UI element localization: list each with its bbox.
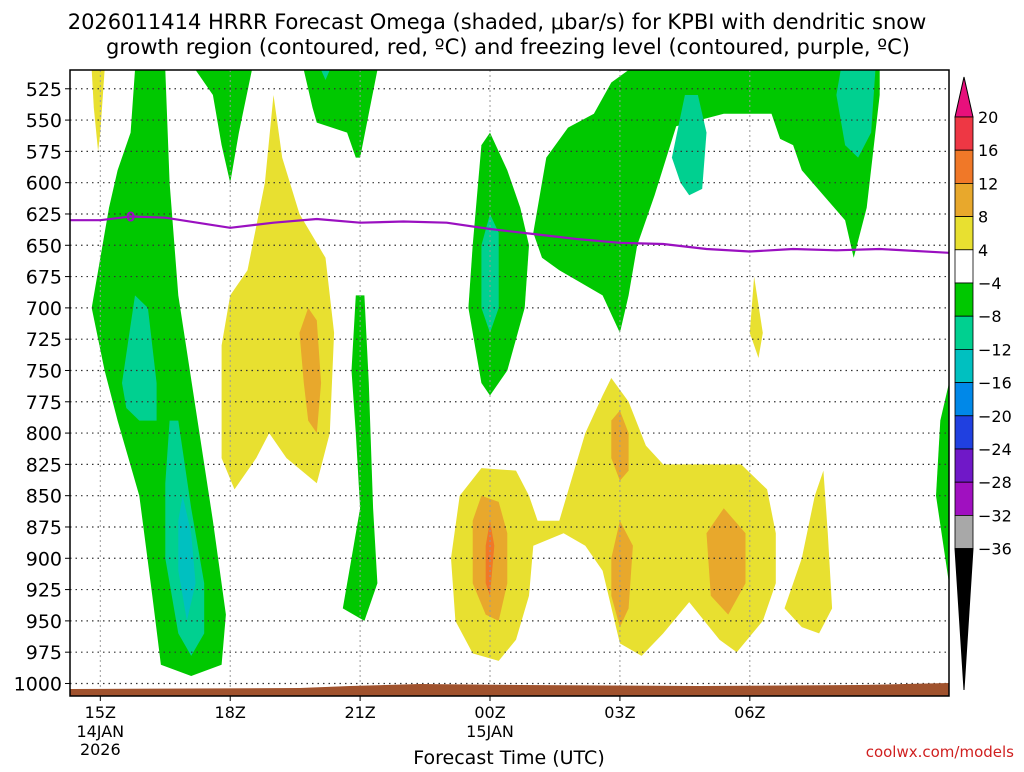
colorbar-box-5 xyxy=(954,282,974,317)
colorbar-label-3: 8 xyxy=(978,208,988,227)
freezing-level-line xyxy=(70,215,949,254)
x-tick-sublabel-14JAN: 14JAN xyxy=(76,722,124,741)
x-tick-label-06Z: 06Z xyxy=(734,703,765,722)
x-tick-label-18Z: 18Z xyxy=(215,703,246,722)
shade-sink-lower-right xyxy=(451,378,776,661)
freezing-level: 0 xyxy=(70,210,949,254)
y-tick-label-625: 625 xyxy=(26,204,62,226)
y-axis: 525 550 575 600 625 650 675 700 725 750 775 800 825 8… xyxy=(14,79,70,695)
x-tick-label-15Z: 15Z xyxy=(85,703,116,722)
colorbar-label-13: −36 xyxy=(978,540,1012,559)
y-tick-label-700: 700 xyxy=(26,298,62,320)
shade-sink-max-00z xyxy=(485,520,495,596)
colorbar-box-11 xyxy=(954,481,974,516)
grid-lines xyxy=(70,70,949,696)
y-tick-label-825: 825 xyxy=(26,454,62,476)
colorbar-label-12: −32 xyxy=(978,506,1012,525)
colorbar-box-0 xyxy=(954,116,974,151)
shade-sink-small-07z xyxy=(784,470,833,634)
shade-sink-core-05z xyxy=(706,508,746,615)
colorbar-label-1: 16 xyxy=(978,141,998,160)
y-tick-label-900: 900 xyxy=(26,548,62,570)
y-tick-label-1000: 1000 xyxy=(14,673,62,695)
colorbar-label-6: −8 xyxy=(978,307,1002,326)
colorbar-box-10 xyxy=(954,448,974,483)
colorbar-box-9 xyxy=(954,415,974,450)
colorbar-top-triangle xyxy=(954,76,974,118)
y-tick-label-725: 725 xyxy=(26,329,62,351)
y-tick-label-800: 800 xyxy=(26,423,62,445)
colorbar-label-2: 12 xyxy=(978,174,998,193)
shade-ascent-core-00z xyxy=(481,214,499,333)
colorbar-box-4 xyxy=(954,249,974,284)
colorbar-label-0: 20 xyxy=(978,108,998,127)
colorbar-bottom-triangle xyxy=(954,548,974,691)
y-tick-label-525: 525 xyxy=(26,79,62,101)
shade-sink-top-left xyxy=(91,70,105,152)
x-axis-label: Forecast Time (UTC) xyxy=(413,747,604,768)
freezing-level-label: 0 xyxy=(126,210,135,225)
ground-fill xyxy=(70,683,949,696)
colorbar-box-12 xyxy=(954,515,974,550)
shade-sink-19z-core xyxy=(299,307,322,434)
shade-ascent-band-right xyxy=(533,70,880,333)
colorbar-box-2 xyxy=(954,182,974,217)
y-tick-label-600: 600 xyxy=(26,173,62,195)
watermark: coolwx.com/models xyxy=(866,743,1014,761)
shade-sink-19z-plume xyxy=(221,95,335,490)
colorbar-label-11: −28 xyxy=(978,473,1012,492)
shade-ascent-core-upper-20z xyxy=(321,70,330,80)
colorbar: 20 16 12 8 4 −4 −8 −12 −16 −20 −24 −28 −32 −36 xyxy=(954,76,1012,691)
colorbar-label-9: −20 xyxy=(978,407,1012,426)
y-tick-label-925: 925 xyxy=(26,580,62,602)
x-tick-sublabel-15JAN: 15JAN xyxy=(466,722,514,741)
colorbar-label-8: −16 xyxy=(978,374,1012,393)
y-tick-label-675: 675 xyxy=(26,267,62,289)
y-tick-label-975: 975 xyxy=(26,642,62,664)
chart-title-line1: 2026011414 HRRR Forecast Omega (shaded, … xyxy=(68,10,927,34)
shade-ascent-core-right-2 xyxy=(836,70,876,158)
colorbar-box-7 xyxy=(954,348,974,383)
x-tick-label-00Z: 00Z xyxy=(474,703,505,722)
shade-ascent-band-left xyxy=(91,70,226,676)
y-tick-label-575: 575 xyxy=(26,141,62,163)
ground-strip xyxy=(70,683,949,696)
shade-ascent-edge-right xyxy=(936,383,949,584)
shade-ascent-upper-20z xyxy=(303,70,378,158)
y-tick-label-950: 950 xyxy=(26,611,62,633)
colorbar-box-6 xyxy=(954,315,974,350)
shade-sink-small-06z xyxy=(749,276,763,358)
colorbar-label-7: −12 xyxy=(978,340,1012,359)
omega-shading xyxy=(91,70,949,676)
y-tick-label-650: 650 xyxy=(26,235,62,257)
shade-sink-core-03z xyxy=(611,520,633,628)
colorbar-label-4: 4 xyxy=(978,241,988,260)
colorbar-box-1 xyxy=(954,149,974,184)
x-tick-sublabel-2026: 2026 xyxy=(80,740,121,759)
x-tick-label-21Z: 21Z xyxy=(344,703,375,722)
y-tick-label-875: 875 xyxy=(26,517,62,539)
colorbar-label-10: −24 xyxy=(978,440,1012,459)
colorbar-box-8 xyxy=(954,382,974,417)
x-tick-label-03Z: 03Z xyxy=(604,703,635,722)
shade-ascent-band-21z xyxy=(342,295,378,621)
shade-ascent-upper-18z xyxy=(195,70,252,183)
shade-ascent-core-left-upper xyxy=(122,295,157,421)
colorbar-box-3 xyxy=(954,216,974,251)
y-tick-label-750: 750 xyxy=(26,360,62,382)
chart-title-line2: growth region (contoured, red, ºC) and f… xyxy=(106,35,910,59)
y-tick-label-775: 775 xyxy=(26,392,62,414)
colorbar-label-5: −4 xyxy=(978,274,1002,293)
plot-frame xyxy=(69,69,950,697)
y-tick-label-550: 550 xyxy=(26,110,62,132)
y-tick-label-850: 850 xyxy=(26,486,62,508)
